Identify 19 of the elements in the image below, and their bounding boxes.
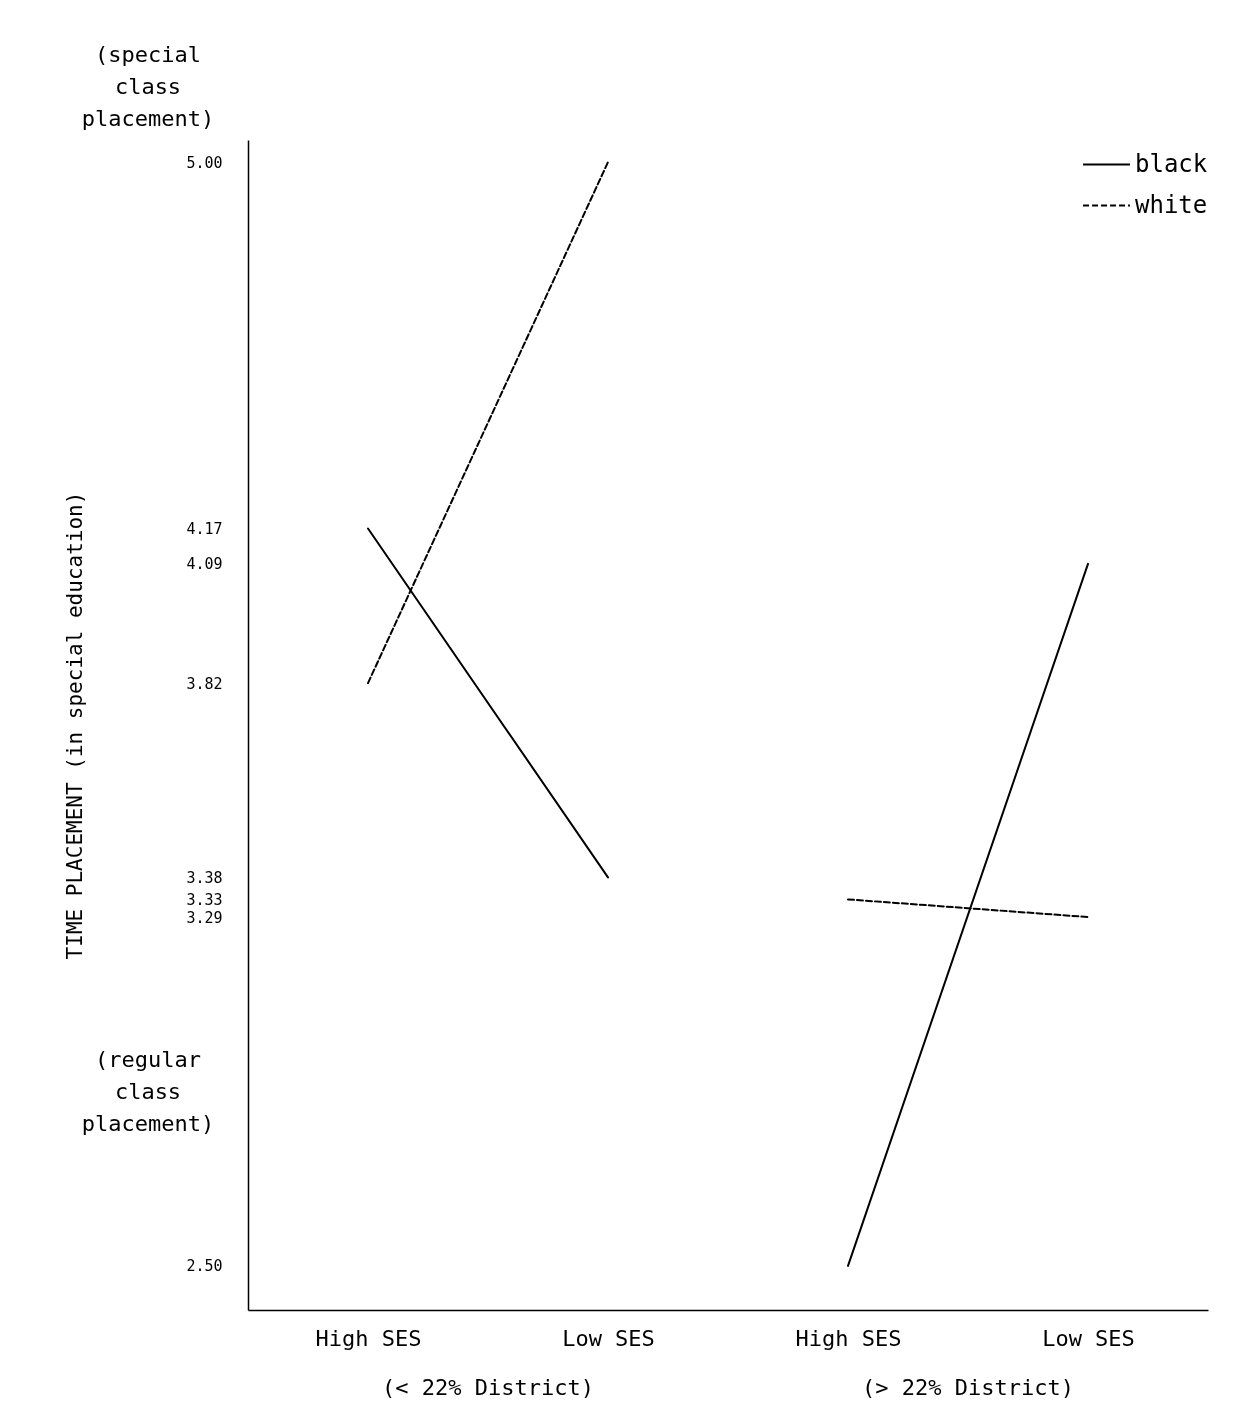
text: (regular class placement)	[81, 1047, 215, 1136]
y-axis-title: TIME PLACEMENT (in special education)	[63, 491, 88, 960]
x-tick-label: Low SES	[562, 1325, 655, 1351]
y-tick-label: 4.09	[186, 555, 223, 574]
text: (< 22% District)	[382, 1375, 594, 1400]
text: (> 22% District)	[862, 1375, 1074, 1400]
text: (special class placement)	[81, 42, 215, 131]
y-tick-label: 4.17	[186, 520, 223, 539]
y-tick-label: 5.00	[186, 153, 223, 172]
y-tick-label: 3.33	[186, 890, 223, 909]
x-tick-label: High SES	[795, 1325, 902, 1351]
legend-label: black	[1135, 149, 1208, 178]
y-tick-label: 3.29	[186, 908, 223, 927]
y-tick-label: 3.82	[186, 674, 223, 693]
x-tick-label: High SES	[315, 1325, 422, 1351]
y-tick-label: 3.38	[186, 868, 223, 887]
legend-label: white	[1135, 190, 1208, 219]
y-tick-label: 2.50	[186, 1257, 223, 1276]
x-tick-label: Low SES	[1042, 1325, 1135, 1351]
